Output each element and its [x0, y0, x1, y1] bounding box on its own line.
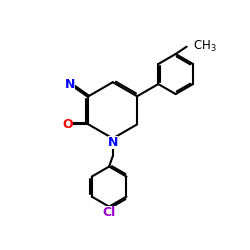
Text: CH$_3$: CH$_3$: [194, 38, 217, 54]
Text: O: O: [62, 118, 73, 131]
Text: Cl: Cl: [102, 206, 116, 218]
Text: N: N: [65, 78, 75, 90]
Text: N: N: [108, 136, 118, 149]
